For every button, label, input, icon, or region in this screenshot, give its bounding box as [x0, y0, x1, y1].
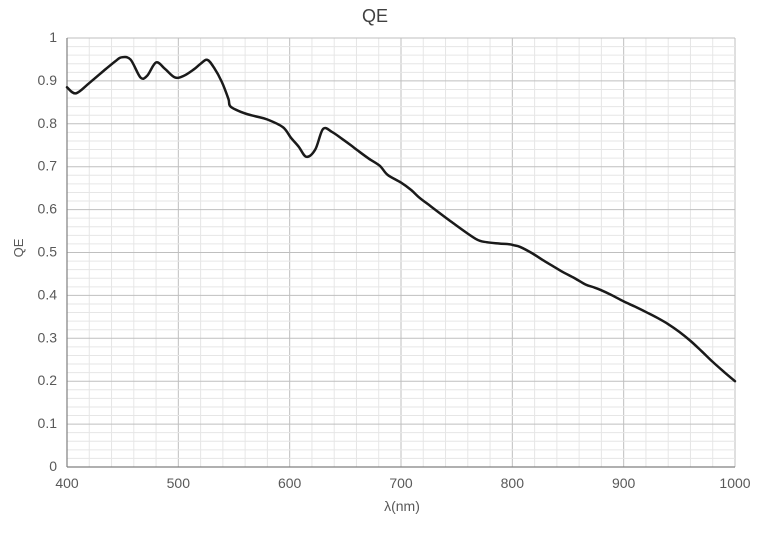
svg-text:0.1: 0.1: [38, 415, 58, 431]
svg-text:0.2: 0.2: [38, 372, 58, 388]
svg-text:1000: 1000: [719, 475, 750, 491]
svg-text:900: 900: [612, 475, 636, 491]
svg-text:500: 500: [167, 475, 191, 491]
svg-text:0.5: 0.5: [38, 244, 58, 260]
svg-text:QE: QE: [11, 238, 26, 257]
svg-text:0.6: 0.6: [38, 201, 58, 217]
svg-text:1: 1: [49, 29, 57, 45]
svg-text:0.4: 0.4: [38, 286, 58, 302]
svg-text:0.8: 0.8: [38, 115, 58, 131]
svg-text:800: 800: [501, 475, 525, 491]
svg-text:600: 600: [278, 475, 302, 491]
svg-text:0: 0: [49, 458, 57, 474]
svg-text:0.7: 0.7: [38, 158, 58, 174]
svg-text:400: 400: [55, 475, 79, 491]
svg-text:0.3: 0.3: [38, 329, 58, 345]
svg-text:700: 700: [389, 475, 413, 491]
svg-text:0.9: 0.9: [38, 72, 58, 88]
